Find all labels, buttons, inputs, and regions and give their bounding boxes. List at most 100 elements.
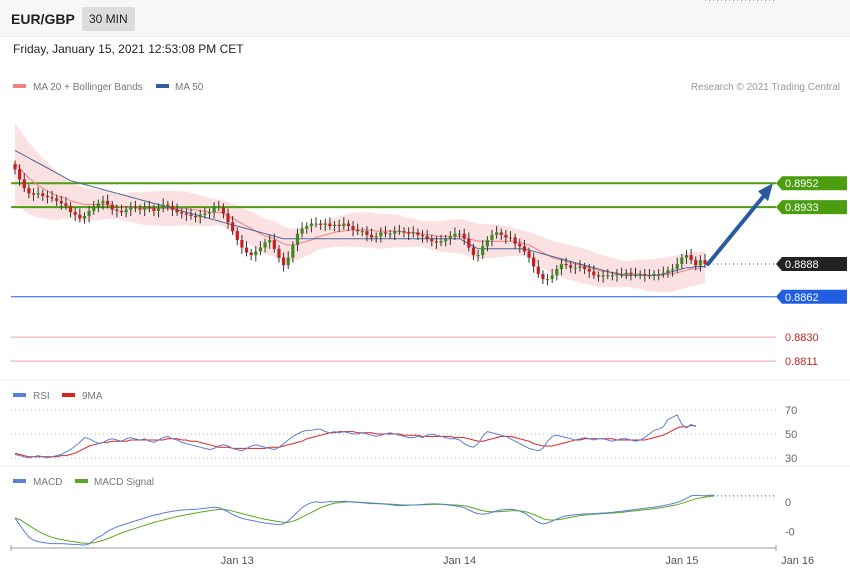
candle [119, 204, 124, 216]
candle [689, 248, 693, 264]
candle [115, 204, 119, 218]
macd-panel: 0 -0 [14, 494, 795, 546]
candle [633, 267, 638, 278]
candle [244, 241, 249, 257]
candle [309, 218, 313, 233]
candle [272, 233, 276, 253]
candle [175, 203, 179, 216]
top-bar: EUR/GBP 30 MIN [0, 0, 850, 37]
candle [249, 248, 253, 261]
candle [647, 269, 652, 280]
candle [106, 194, 110, 209]
candle [27, 184, 31, 199]
candle [18, 164, 22, 186]
candle [661, 266, 665, 278]
candle [675, 257, 679, 273]
candle [703, 253, 707, 268]
candle [499, 228, 503, 240]
candle [133, 200, 138, 213]
candle [587, 263, 591, 278]
level-label-resistance: 0.8933 [785, 202, 819, 214]
candle [235, 227, 239, 246]
candle [481, 239, 485, 259]
candle [231, 216, 235, 235]
candle [434, 236, 439, 249]
candle [666, 266, 670, 278]
candle [31, 188, 36, 201]
candle [485, 236, 489, 252]
candle [300, 222, 304, 238]
candle [346, 219, 351, 232]
candle [217, 200, 221, 211]
candle [573, 262, 577, 275]
candle [610, 271, 614, 281]
rsi-tick-label: 70 [785, 405, 797, 417]
candle [508, 231, 513, 242]
candle [356, 223, 360, 235]
candle [73, 207, 77, 222]
candle [606, 269, 610, 280]
legend-macd: MACD [33, 477, 62, 488]
candle [268, 234, 272, 249]
candle [629, 267, 633, 281]
candle [36, 186, 40, 199]
candle [407, 227, 411, 240]
candle [96, 199, 100, 213]
candle [504, 229, 508, 244]
legend-ma20-bollinger: MA 20 + Bollinger Bands [33, 82, 143, 93]
time-tick-label: Jan 15 [665, 555, 698, 567]
candle [226, 208, 230, 229]
candle [124, 205, 128, 218]
candle [41, 189, 45, 201]
candle [411, 226, 415, 238]
candle [379, 227, 383, 243]
candle [332, 221, 337, 232]
candle [513, 233, 517, 249]
level-label-weak: 0.8811 [785, 356, 818, 368]
candle [416, 228, 420, 240]
interval-button[interactable]: 30 MIN [82, 7, 135, 31]
candle [564, 257, 568, 269]
candle [180, 208, 184, 219]
rsi-tick-label: 30 [785, 453, 797, 465]
candle [189, 208, 193, 220]
candle [258, 241, 263, 256]
candle [59, 195, 63, 210]
candle [420, 229, 425, 243]
level-label-current: 0.8888 [785, 259, 819, 271]
candle [170, 200, 175, 216]
candle [536, 260, 540, 278]
candle [596, 271, 601, 282]
candle [194, 212, 198, 223]
candle [212, 202, 216, 219]
arrow-head [758, 183, 773, 202]
candle [254, 246, 258, 262]
candle [698, 255, 702, 272]
price-level-labels: 0.8952 0.8933 0.8888 0.8862 0.8830 0.8811 [776, 176, 847, 368]
candle [156, 203, 161, 218]
time-tick-label: Jan 13 [221, 555, 254, 567]
candle [444, 234, 448, 247]
rsi-line [14, 414, 696, 459]
candle [448, 231, 452, 246]
time-tick-label: Jan 14 [443, 555, 476, 567]
candle [522, 239, 526, 256]
candle [147, 200, 151, 213]
price-levels [11, 182, 776, 362]
legend-swatch-ma50 [156, 84, 169, 88]
candle [365, 226, 369, 242]
candle [615, 269, 619, 282]
candle [50, 190, 54, 203]
legend-swatch-rsi [13, 393, 26, 397]
candle [657, 269, 661, 281]
forecast-arrow [706, 183, 773, 266]
candle [559, 258, 564, 276]
macd-tick-label: 0 [785, 497, 791, 509]
ma50-line [14, 149, 705, 276]
candle [129, 202, 133, 216]
candle [337, 219, 341, 233]
candle [78, 208, 82, 223]
candle [620, 267, 624, 278]
candle [161, 198, 165, 213]
candle [13, 160, 17, 175]
